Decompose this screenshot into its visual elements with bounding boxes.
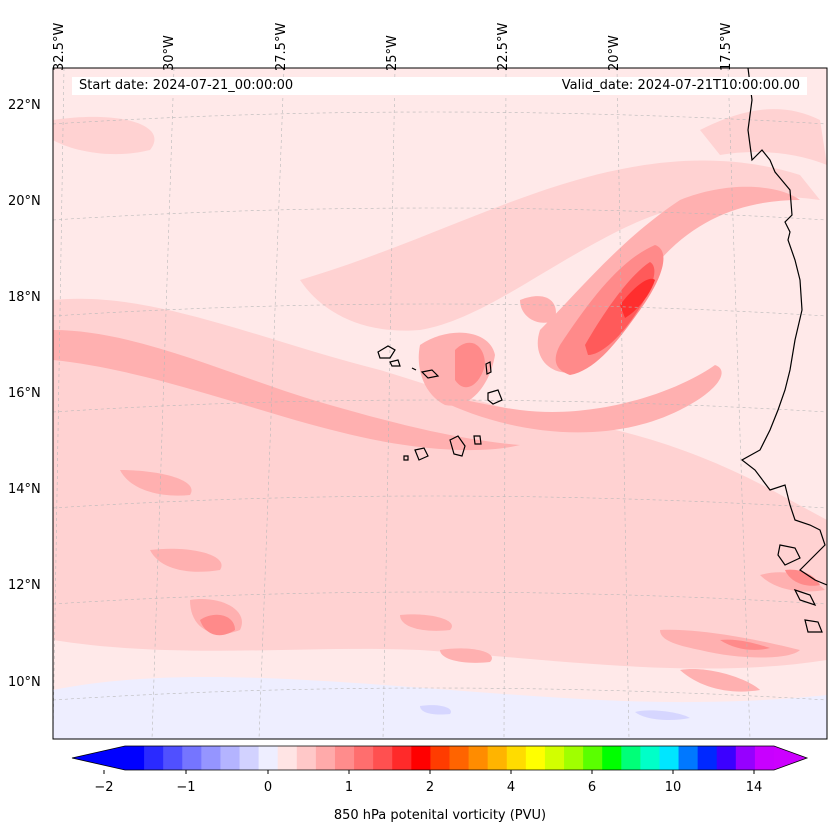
lat-label: 14°N xyxy=(8,482,41,497)
colorbar-swatch xyxy=(659,746,680,770)
colorbar-tick-label: 0 xyxy=(263,780,273,795)
lon-label: 30°W xyxy=(162,35,177,71)
lon-label: 27.5°W xyxy=(274,22,289,71)
colorbar-swatch xyxy=(163,746,183,770)
colorbar-swatch xyxy=(239,746,260,770)
colorbar-swatch xyxy=(354,746,374,770)
lat-label: 10°N xyxy=(8,675,41,690)
lat-label: 16°N xyxy=(8,386,41,401)
colorbar-swatch xyxy=(735,746,756,770)
colorbar-swatch xyxy=(640,746,660,770)
colorbar-extend-high xyxy=(774,746,807,770)
colorbar-swatch xyxy=(583,746,603,770)
colorbar-swatch xyxy=(315,746,336,770)
pv-peak xyxy=(585,262,655,355)
colorbar-swatch xyxy=(754,746,775,770)
info-box xyxy=(72,77,807,95)
colorbar-tick-label: 6 xyxy=(587,780,597,795)
pv-level2-streak xyxy=(53,330,520,451)
colorbar-swatch xyxy=(678,746,699,770)
colorbar-extend-low xyxy=(72,746,125,770)
lat-label: 22°N xyxy=(8,98,41,113)
colorbar-title: 850 hPa potenital vorticity (PVU) xyxy=(333,808,547,823)
start-date-label: Start date: 2024-07-21_00:00:00 xyxy=(79,78,294,93)
lat-label: 20°N xyxy=(8,194,41,209)
lat-label: 12°N xyxy=(8,578,41,593)
colorbar xyxy=(71,745,809,774)
lon-label: 32.5°W xyxy=(52,22,67,71)
graticule xyxy=(53,68,827,739)
colorbar-swatch xyxy=(201,746,221,770)
colorbar-swatch xyxy=(544,746,565,770)
colorbar-swatch xyxy=(564,746,584,770)
colorbar-swatch xyxy=(468,746,489,770)
valid-date-label: Valid_date: 2024-07-21T10:00:00.00 xyxy=(561,78,800,93)
colorbar-swatch xyxy=(125,746,145,770)
colorbar-swatch xyxy=(277,746,298,770)
colorbar-tick-label: 2 xyxy=(425,780,435,795)
colorbar-outline xyxy=(71,745,809,771)
colorbar-swatch xyxy=(506,746,527,770)
lat-label: 18°N xyxy=(8,290,41,305)
coastline xyxy=(740,68,827,633)
lon-label: 22.5°W xyxy=(496,22,511,71)
pv-field xyxy=(53,68,827,739)
colorbar-swatch xyxy=(487,746,508,770)
cabo-verde-islands xyxy=(377,345,503,461)
pv-level3-core xyxy=(455,342,485,388)
lon-label: 17.5°W xyxy=(719,22,734,71)
colorbar-swatch xyxy=(258,746,279,770)
colorbar-tick-label: 1 xyxy=(344,780,354,795)
colorbar-swatch xyxy=(430,746,450,770)
colorbar-tick-label: −1 xyxy=(176,780,196,795)
map-frame xyxy=(52,67,828,740)
colorbar-swatch xyxy=(697,746,718,770)
lon-label: 20°W xyxy=(607,35,622,71)
colorbar-tick-label: 14 xyxy=(745,780,763,795)
lon-label: 25°W xyxy=(385,35,400,71)
colorbar-swatch xyxy=(621,746,641,770)
colorbar-swatch xyxy=(449,746,470,770)
colorbar-swatch xyxy=(411,746,431,770)
colorbar-swatch xyxy=(392,746,412,770)
colorbar-swatch xyxy=(525,746,546,770)
colorbar-tick-label: −2 xyxy=(94,780,114,795)
colorbar-swatch xyxy=(373,746,393,770)
colorbar-swatch xyxy=(220,746,241,770)
colorbar-tick-label: 4 xyxy=(506,780,516,795)
colorbar-swatch xyxy=(602,746,622,770)
colorbar-swatch xyxy=(716,746,737,770)
colorbar-swatch xyxy=(182,746,202,770)
colorbar-tick-label: 10 xyxy=(664,780,682,795)
colorbar-swatch xyxy=(144,746,164,770)
colorbar-swatch xyxy=(334,746,355,770)
colorbar-swatch xyxy=(296,746,317,770)
